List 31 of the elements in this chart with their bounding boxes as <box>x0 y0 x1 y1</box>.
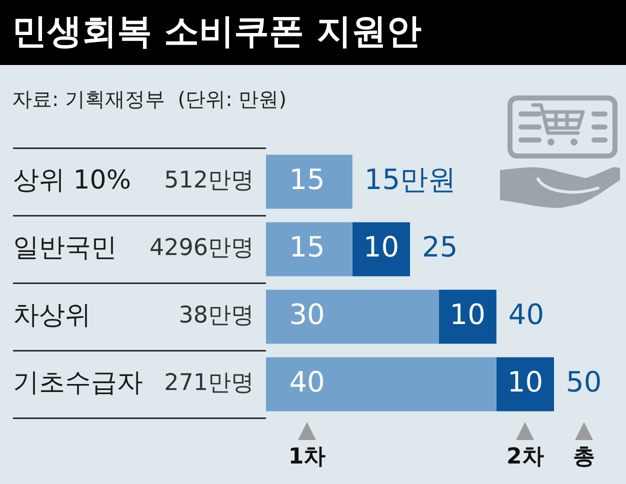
text: 4296만명 <box>149 235 254 262</box>
text: 271만명 <box>164 370 254 396</box>
text: 512만명 <box>164 168 254 194</box>
text: 총 <box>572 444 595 470</box>
series-label: 1차 <box>288 444 326 470</box>
bar <box>266 357 496 412</box>
y-tick-label: 상위 10% <box>13 166 132 196</box>
data-label: 10 <box>363 230 400 264</box>
total-label: 15만원 <box>364 163 456 196</box>
total-label: 40 <box>508 298 544 332</box>
series-label: 2차 <box>506 444 544 470</box>
bar <box>496 357 554 412</box>
total-label: 25 <box>422 230 458 264</box>
data-label: 40 <box>289 366 325 399</box>
y-tick-label: 기초수급자 <box>13 368 143 398</box>
data-label: 15 <box>289 163 325 196</box>
data-label: 10 <box>450 298 486 332</box>
data-label: 30 <box>289 298 325 332</box>
bar <box>352 222 410 276</box>
data-label: 10 <box>507 366 544 399</box>
y-tick-label: 일반국민 <box>13 233 117 263</box>
bar <box>266 222 352 276</box>
bar <box>266 290 439 344</box>
data-label: 15 <box>289 230 325 264</box>
text: 38만명 <box>178 302 254 329</box>
y-tick-label: 차상위 <box>13 300 91 330</box>
chart-subtitle: 자료: 기획재정부 (단위: 만원) <box>12 86 287 112</box>
bar <box>438 290 496 344</box>
bar <box>266 154 352 209</box>
total-label: 50 <box>566 366 602 399</box>
chart-title: 민생회복 소비쿠폰 지원안 <box>12 11 422 53</box>
